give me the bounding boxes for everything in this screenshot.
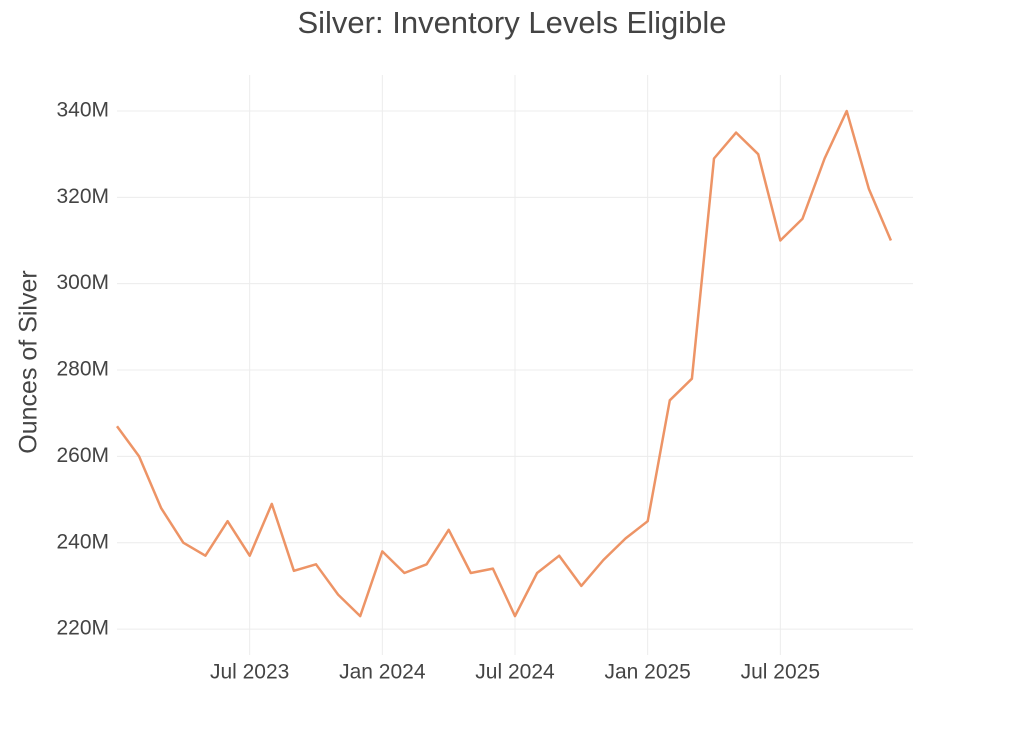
- y-tick-label: 240M: [56, 530, 109, 553]
- x-tick-label: Jul 2024: [475, 661, 555, 684]
- y-tick-label: 340M: [56, 99, 109, 122]
- data-line: [115, 109, 893, 618]
- y-tick-label: 280M: [56, 358, 109, 381]
- y-tick-label: 260M: [56, 444, 109, 467]
- chart-title: Silver: Inventory Levels Eligible: [297, 5, 726, 40]
- x-tick-label: Jul 2025: [741, 661, 820, 684]
- y-tick-label: 320M: [56, 185, 109, 208]
- x-tick-label: Jan 2025: [604, 661, 690, 684]
- x-tick-label: Jan 2024: [339, 661, 426, 684]
- y-tick-label: 300M: [56, 271, 109, 294]
- y-tick-label: 220M: [56, 617, 109, 640]
- y-axis-label: Ounces of Silver: [15, 270, 43, 453]
- x-tick-label: Jul 2023: [210, 661, 289, 684]
